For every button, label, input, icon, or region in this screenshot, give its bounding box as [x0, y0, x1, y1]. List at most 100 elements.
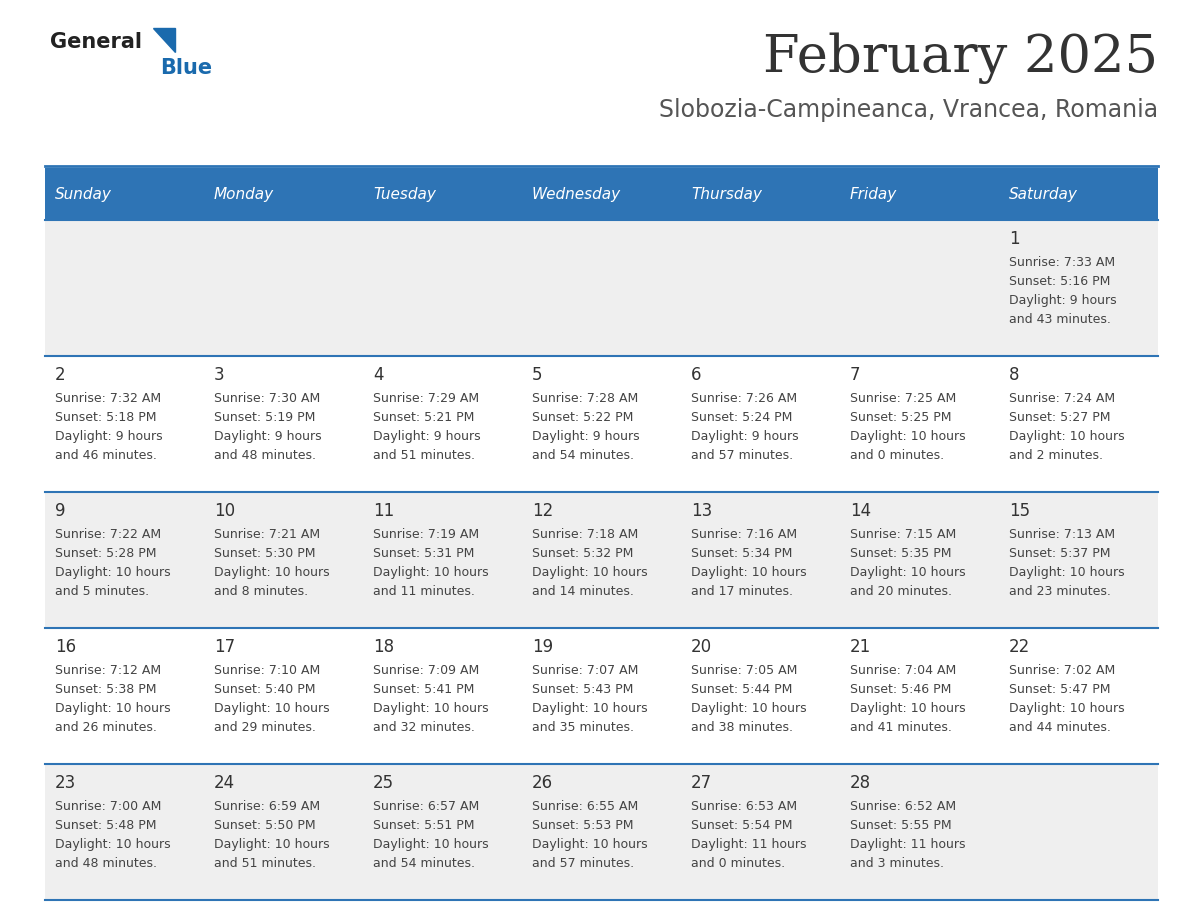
- Text: Sunrise: 7:19 AM: Sunrise: 7:19 AM: [373, 528, 479, 541]
- Text: Sunset: 5:35 PM: Sunset: 5:35 PM: [849, 547, 952, 560]
- Text: and 57 minutes.: and 57 minutes.: [691, 449, 794, 462]
- Text: Daylight: 10 hours: Daylight: 10 hours: [532, 702, 647, 715]
- Text: 7: 7: [849, 366, 860, 384]
- Text: 6: 6: [691, 366, 701, 384]
- Text: Sunrise: 7:07 AM: Sunrise: 7:07 AM: [532, 664, 638, 677]
- Text: Sunday: Sunday: [55, 186, 112, 201]
- Text: Sunrise: 7:28 AM: Sunrise: 7:28 AM: [532, 392, 638, 405]
- Text: Sunrise: 7:00 AM: Sunrise: 7:00 AM: [55, 800, 162, 813]
- Text: Sunset: 5:46 PM: Sunset: 5:46 PM: [849, 683, 952, 696]
- Text: Daylight: 10 hours: Daylight: 10 hours: [532, 838, 647, 851]
- Text: Sunset: 5:25 PM: Sunset: 5:25 PM: [849, 411, 952, 424]
- Text: Sunrise: 6:53 AM: Sunrise: 6:53 AM: [691, 800, 797, 813]
- Text: Daylight: 10 hours: Daylight: 10 hours: [214, 566, 329, 579]
- Text: Daylight: 10 hours: Daylight: 10 hours: [691, 702, 807, 715]
- Text: Daylight: 10 hours: Daylight: 10 hours: [373, 838, 488, 851]
- Text: Sunrise: 7:12 AM: Sunrise: 7:12 AM: [55, 664, 162, 677]
- Bar: [45, 220, 1158, 356]
- Text: Daylight: 10 hours: Daylight: 10 hours: [214, 838, 329, 851]
- Text: Sunrise: 6:57 AM: Sunrise: 6:57 AM: [373, 800, 479, 813]
- Text: Sunset: 5:44 PM: Sunset: 5:44 PM: [691, 683, 792, 696]
- Text: Sunrise: 6:55 AM: Sunrise: 6:55 AM: [532, 800, 638, 813]
- Text: and 41 minutes.: and 41 minutes.: [849, 721, 952, 734]
- Text: and 3 minutes.: and 3 minutes.: [849, 857, 944, 870]
- Text: and 29 minutes.: and 29 minutes.: [214, 721, 316, 734]
- Text: 23: 23: [55, 774, 76, 792]
- Text: Sunset: 5:53 PM: Sunset: 5:53 PM: [532, 819, 633, 832]
- Text: and 11 minutes.: and 11 minutes.: [373, 585, 475, 598]
- Text: and 2 minutes.: and 2 minutes.: [1009, 449, 1102, 462]
- Text: Daylight: 11 hours: Daylight: 11 hours: [849, 838, 966, 851]
- Text: 20: 20: [691, 638, 712, 656]
- Text: and 46 minutes.: and 46 minutes.: [55, 449, 157, 462]
- Text: Sunrise: 7:10 AM: Sunrise: 7:10 AM: [214, 664, 321, 677]
- Text: 22: 22: [1009, 638, 1030, 656]
- Text: Slobozia-Campineanca, Vrancea, Romania: Slobozia-Campineanca, Vrancea, Romania: [659, 98, 1158, 122]
- Bar: [45, 168, 204, 220]
- Text: and 23 minutes.: and 23 minutes.: [1009, 585, 1111, 598]
- Text: 16: 16: [55, 638, 76, 656]
- Text: Sunset: 5:41 PM: Sunset: 5:41 PM: [373, 683, 474, 696]
- Text: 18: 18: [373, 638, 394, 656]
- Text: Sunrise: 7:29 AM: Sunrise: 7:29 AM: [373, 392, 479, 405]
- Text: Daylight: 10 hours: Daylight: 10 hours: [849, 566, 966, 579]
- Text: Daylight: 9 hours: Daylight: 9 hours: [214, 430, 322, 443]
- Text: Sunrise: 7:30 AM: Sunrise: 7:30 AM: [214, 392, 321, 405]
- Text: Daylight: 10 hours: Daylight: 10 hours: [55, 566, 171, 579]
- Text: Daylight: 10 hours: Daylight: 10 hours: [691, 566, 807, 579]
- Text: Sunset: 5:19 PM: Sunset: 5:19 PM: [214, 411, 315, 424]
- Text: Friday: Friday: [849, 186, 897, 201]
- Bar: [204, 168, 364, 220]
- Text: and 44 minutes.: and 44 minutes.: [1009, 721, 1111, 734]
- Text: Daylight: 10 hours: Daylight: 10 hours: [55, 838, 171, 851]
- Text: and 8 minutes.: and 8 minutes.: [214, 585, 308, 598]
- Text: Thursday: Thursday: [691, 186, 762, 201]
- Bar: [999, 168, 1158, 220]
- Text: Daylight: 10 hours: Daylight: 10 hours: [55, 702, 171, 715]
- Text: 10: 10: [214, 502, 235, 520]
- Text: February 2025: February 2025: [763, 32, 1158, 84]
- Text: Daylight: 10 hours: Daylight: 10 hours: [214, 702, 329, 715]
- Text: Daylight: 9 hours: Daylight: 9 hours: [1009, 294, 1117, 307]
- Text: 9: 9: [55, 502, 65, 520]
- Text: 12: 12: [532, 502, 554, 520]
- Text: and 26 minutes.: and 26 minutes.: [55, 721, 157, 734]
- Text: 3: 3: [214, 366, 225, 384]
- Text: Sunset: 5:30 PM: Sunset: 5:30 PM: [214, 547, 316, 560]
- Text: Sunset: 5:40 PM: Sunset: 5:40 PM: [214, 683, 316, 696]
- Text: and 5 minutes.: and 5 minutes.: [55, 585, 150, 598]
- Text: 2: 2: [55, 366, 65, 384]
- Text: 13: 13: [691, 502, 713, 520]
- Text: Sunrise: 6:59 AM: Sunrise: 6:59 AM: [214, 800, 320, 813]
- Text: Sunset: 5:32 PM: Sunset: 5:32 PM: [532, 547, 633, 560]
- Text: 21: 21: [849, 638, 871, 656]
- Text: Daylight: 9 hours: Daylight: 9 hours: [532, 430, 639, 443]
- Text: Daylight: 10 hours: Daylight: 10 hours: [373, 566, 488, 579]
- Text: Sunset: 5:37 PM: Sunset: 5:37 PM: [1009, 547, 1111, 560]
- Text: 19: 19: [532, 638, 554, 656]
- Text: 26: 26: [532, 774, 554, 792]
- Text: Sunset: 5:28 PM: Sunset: 5:28 PM: [55, 547, 157, 560]
- Text: and 17 minutes.: and 17 minutes.: [691, 585, 794, 598]
- Text: Sunrise: 6:52 AM: Sunrise: 6:52 AM: [849, 800, 956, 813]
- Text: 14: 14: [849, 502, 871, 520]
- Bar: [364, 168, 522, 220]
- Text: and 0 minutes.: and 0 minutes.: [691, 857, 785, 870]
- Text: Sunrise: 7:09 AM: Sunrise: 7:09 AM: [373, 664, 479, 677]
- Text: Sunset: 5:48 PM: Sunset: 5:48 PM: [55, 819, 157, 832]
- Text: and 20 minutes.: and 20 minutes.: [849, 585, 952, 598]
- Text: Daylight: 10 hours: Daylight: 10 hours: [849, 430, 966, 443]
- Text: and 38 minutes.: and 38 minutes.: [691, 721, 794, 734]
- Bar: [45, 356, 1158, 492]
- Text: 25: 25: [373, 774, 394, 792]
- Text: Sunrise: 7:33 AM: Sunrise: 7:33 AM: [1009, 256, 1116, 269]
- Text: Daylight: 11 hours: Daylight: 11 hours: [691, 838, 807, 851]
- Text: and 0 minutes.: and 0 minutes.: [849, 449, 944, 462]
- Text: Tuesday: Tuesday: [373, 186, 436, 201]
- Bar: [45, 764, 1158, 900]
- Text: Daylight: 10 hours: Daylight: 10 hours: [373, 702, 488, 715]
- Text: Sunrise: 7:02 AM: Sunrise: 7:02 AM: [1009, 664, 1116, 677]
- Text: and 48 minutes.: and 48 minutes.: [55, 857, 157, 870]
- Text: and 43 minutes.: and 43 minutes.: [1009, 313, 1111, 326]
- Text: and 32 minutes.: and 32 minutes.: [373, 721, 475, 734]
